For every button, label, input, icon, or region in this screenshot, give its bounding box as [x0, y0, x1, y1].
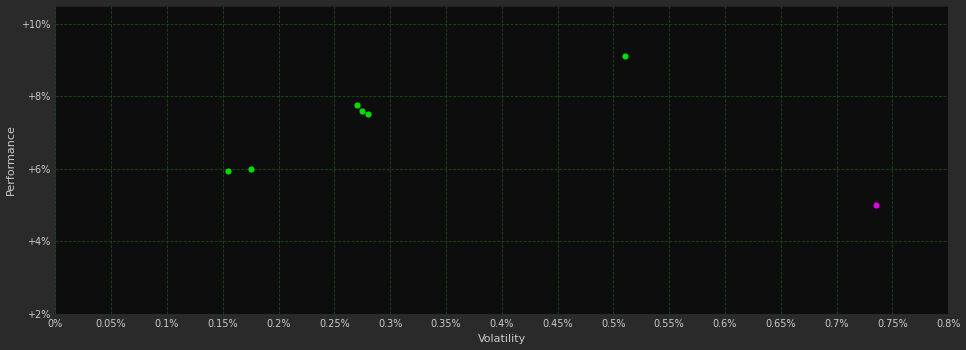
X-axis label: Volatility: Volatility — [477, 335, 526, 344]
Point — [355, 108, 370, 114]
Point — [868, 202, 884, 208]
Point — [242, 166, 258, 172]
Point — [617, 54, 633, 59]
Y-axis label: Performance: Performance — [6, 124, 15, 195]
Point — [349, 103, 364, 108]
Point — [220, 168, 236, 174]
Point — [360, 112, 376, 117]
